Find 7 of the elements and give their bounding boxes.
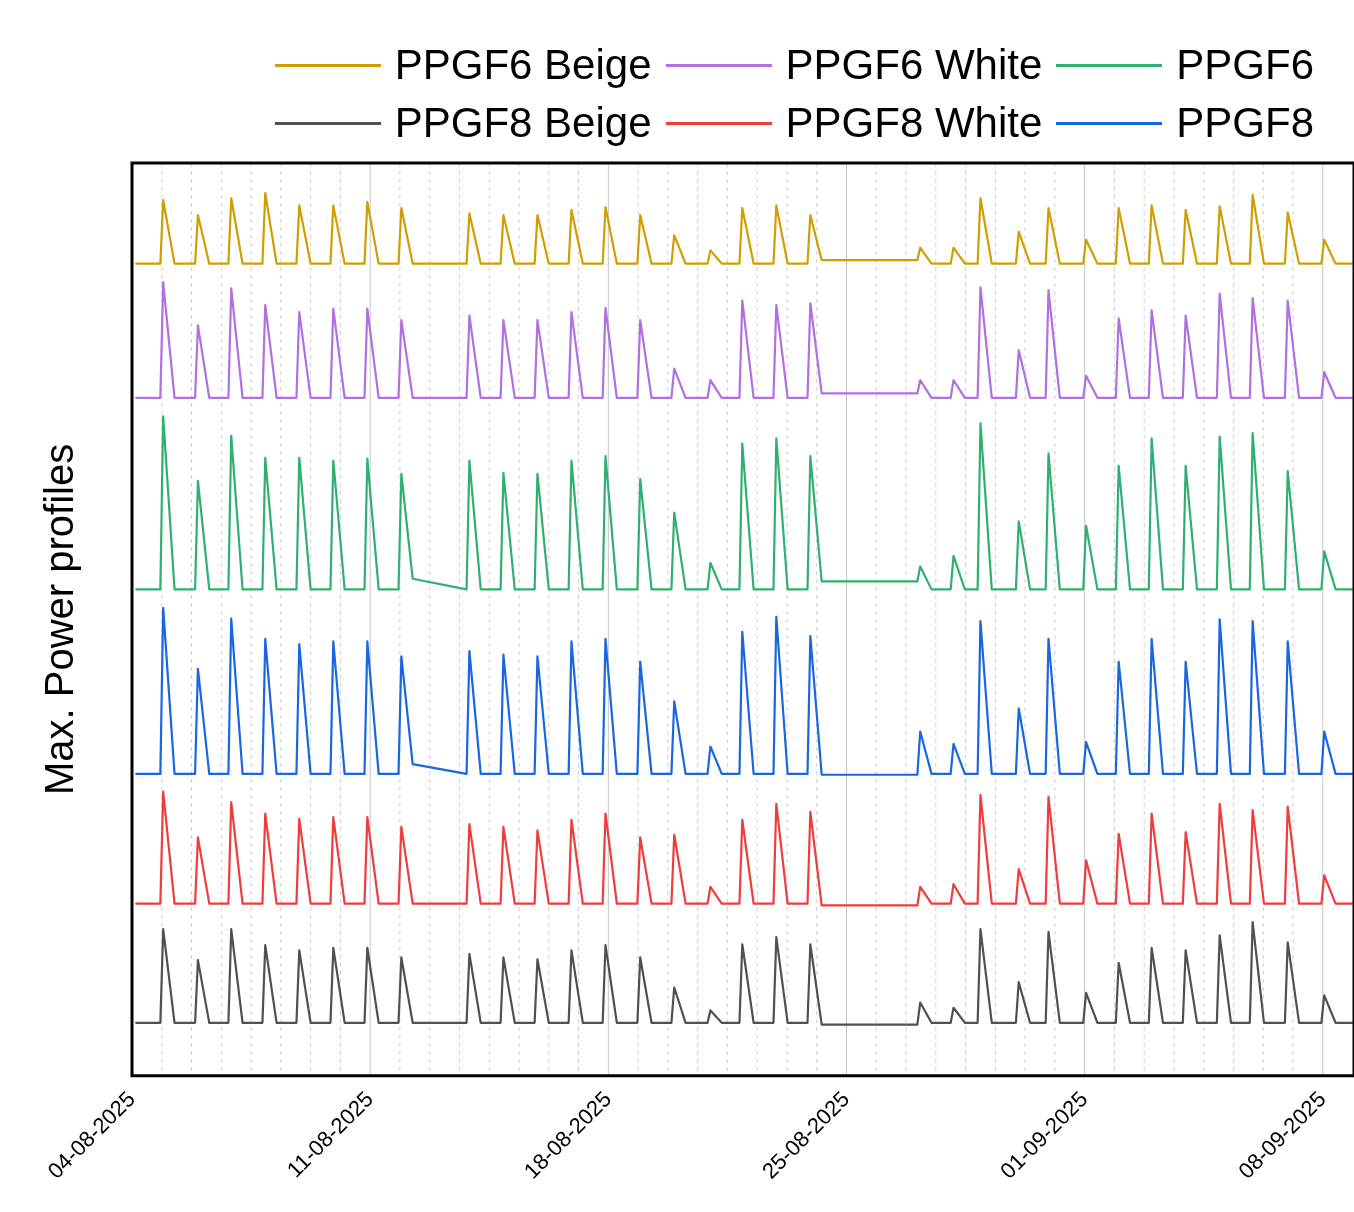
- legend-label: PPGF6 White: [785, 40, 1043, 90]
- legend-label: PPGF8 Beige: [394, 98, 652, 148]
- legend-label: PPGF8 White: [785, 98, 1043, 148]
- legend-label: PPGF8: [1176, 98, 1314, 148]
- legend-label: PPGF6: [1176, 40, 1314, 90]
- legend-label: PPGF6 Beige: [394, 40, 652, 90]
- y-axis-title: Max. Power profiles: [37, 443, 82, 795]
